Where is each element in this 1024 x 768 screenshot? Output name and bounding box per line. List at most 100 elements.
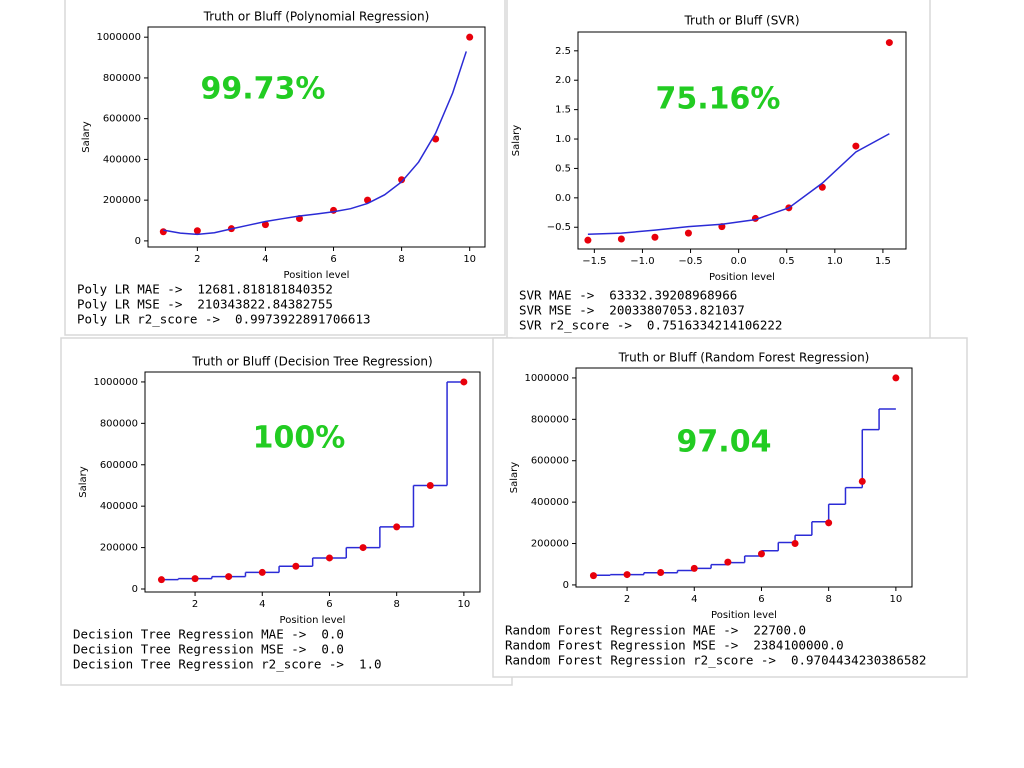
y-tick-label: 800000 (531, 414, 569, 425)
x-tick-label: 1.5 (875, 256, 891, 267)
data-point (191, 575, 199, 583)
axes-frame (577, 31, 907, 250)
axes-frame (575, 367, 913, 588)
y-tick-label: 800000 (100, 418, 138, 429)
data-point (852, 142, 860, 150)
panel-frame (492, 337, 968, 678)
data-point (159, 228, 167, 236)
x-tick-label: 8 (398, 254, 404, 265)
y-tick-label: −0.5 (547, 222, 571, 233)
data-point (393, 523, 401, 531)
y-tick-label: 200000 (531, 539, 569, 550)
chart-title: Truth or Bluff (Polynomial Regression) (203, 10, 430, 24)
chart-title: Truth or Bluff (Random Forest Regression… (618, 351, 870, 365)
data-point (791, 540, 799, 548)
data-point (398, 176, 406, 184)
y-tick-label: 200000 (100, 543, 138, 554)
y-axis-label: Salary (509, 462, 520, 493)
data-point (651, 233, 659, 241)
data-point (584, 236, 592, 244)
metric-line: Decision Tree Regression MAE -> 0.0 (73, 627, 344, 642)
y-tick-label: 600000 (531, 456, 569, 467)
y-tick-label: 600000 (103, 114, 141, 125)
axes-frame (147, 26, 486, 248)
y-axis-label: Salary (78, 466, 89, 497)
x-tick-label: −1.5 (582, 256, 606, 267)
data-point (325, 554, 333, 562)
y-tick-label: 400000 (100, 501, 138, 512)
chart-title: Truth or Bluff (SVR) (683, 14, 799, 28)
x-tick-label: 6 (330, 254, 336, 265)
metric-line: Poly LR r2_score -> 0.9973922891706613 (77, 312, 371, 327)
data-point (460, 378, 468, 386)
metric-line: Random Forest Regression MSE -> 23841000… (505, 638, 844, 653)
data-point (466, 33, 474, 41)
data-point (359, 544, 367, 552)
x-tick-label: 10 (890, 594, 903, 605)
metric-line: SVR MSE -> 20033807053.821037 (519, 303, 745, 318)
x-axis-label: Position level (280, 615, 346, 626)
y-tick-label: 400000 (531, 497, 569, 508)
data-point (589, 572, 597, 580)
data-point (892, 374, 900, 382)
x-tick-label: 10 (463, 254, 476, 265)
x-tick-label: 6 (326, 599, 332, 610)
metric-line: Random Forest Regression MAE -> 22700.0 (505, 623, 806, 638)
x-tick-label: 10 (458, 599, 471, 610)
data-point (623, 571, 631, 579)
x-tick-label: 8 (393, 599, 399, 610)
y-tick-label: 0 (135, 236, 141, 247)
x-tick-label: −0.5 (678, 256, 702, 267)
data-point (657, 569, 665, 577)
x-axis-label: Position level (709, 272, 775, 283)
y-tick-label: 1000000 (96, 32, 141, 43)
panel-frame (60, 337, 513, 686)
x-tick-label: 1.0 (827, 256, 843, 267)
x-tick-label: 0.0 (731, 256, 747, 267)
fit-line (163, 51, 467, 236)
data-point (426, 481, 434, 489)
y-tick-label: 2.0 (555, 75, 571, 86)
x-axis-label: Position level (711, 610, 777, 621)
data-point (858, 477, 866, 485)
data-point (157, 576, 165, 584)
data-point (885, 39, 893, 47)
y-tick-label: 1.0 (555, 134, 571, 145)
y-tick-label: 1.5 (555, 105, 571, 116)
metric-line: Random Forest Regression r2_score -> 0.9… (505, 653, 926, 668)
chart-title: Truth or Bluff (Decision Tree Regression… (191, 355, 432, 369)
y-tick-label: 0.5 (555, 163, 571, 174)
x-tick-label: 6 (758, 594, 764, 605)
panel: Truth or Bluff (Random Forest Regression… (492, 337, 968, 678)
metric-line: SVR r2_score -> 0.7516334214106222 (519, 318, 782, 333)
x-tick-label: 8 (825, 594, 831, 605)
data-point (193, 227, 201, 235)
y-tick-label: 1000000 (524, 373, 569, 384)
x-axis-label: Position level (284, 270, 350, 281)
y-tick-label: 0 (132, 584, 138, 595)
metric-line: SVR MAE -> 63332.39208968966 (519, 288, 737, 303)
y-tick-label: 800000 (103, 73, 141, 84)
y-tick-label: 600000 (100, 460, 138, 471)
fit-line (587, 133, 890, 236)
x-tick-label: 4 (691, 594, 697, 605)
panel: Truth or Bluff (Decision Tree Regression… (60, 337, 513, 686)
data-point (818, 183, 826, 191)
score-annotation: 75.16% (656, 82, 781, 117)
data-point (292, 562, 300, 570)
data-point (225, 573, 233, 581)
axes-frame (144, 371, 481, 593)
x-tick-label: −1.0 (630, 256, 654, 267)
y-tick-label: 1000000 (93, 377, 138, 388)
score-annotation: 97.04 (677, 425, 772, 460)
y-tick-label: 0 (563, 580, 569, 591)
x-tick-label: 0.5 (779, 256, 795, 267)
data-point (724, 558, 732, 566)
data-point (825, 519, 833, 527)
panel: Truth or Bluff (SVR) Position level Salary… (506, 0, 931, 342)
score-annotation: 100% (253, 421, 346, 456)
metric-line: Poly LR MAE -> 12681.818181840352 (77, 282, 333, 297)
y-tick-label: 2.5 (555, 46, 571, 57)
